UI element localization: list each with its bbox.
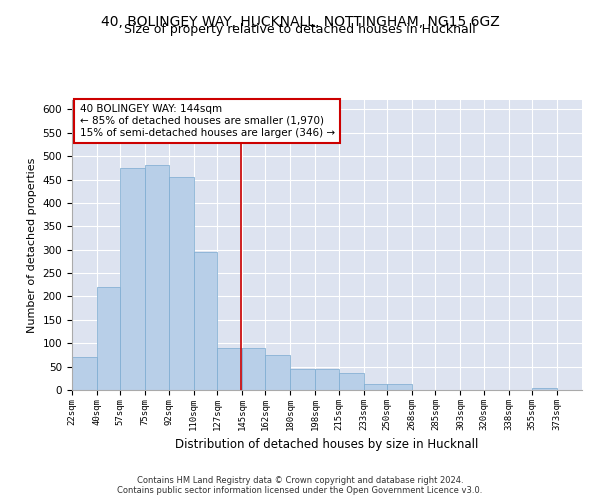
Bar bbox=[121, 168, 145, 390]
Text: Size of property relative to detached houses in Hucknall: Size of property relative to detached ho… bbox=[124, 22, 476, 36]
Bar bbox=[387, 384, 412, 390]
X-axis label: Distribution of detached houses by size in Hucknall: Distribution of detached houses by size … bbox=[175, 438, 479, 451]
Text: 40 BOLINGEY WAY: 144sqm
← 85% of detached houses are smaller (1,970)
15% of semi: 40 BOLINGEY WAY: 144sqm ← 85% of detache… bbox=[80, 104, 335, 138]
Bar bbox=[290, 369, 315, 390]
Text: Contains HM Land Registry data © Crown copyright and database right 2024.
Contai: Contains HM Land Registry data © Crown c… bbox=[118, 476, 482, 495]
Bar bbox=[217, 348, 242, 390]
Y-axis label: Number of detached properties: Number of detached properties bbox=[27, 158, 37, 332]
Bar bbox=[194, 252, 217, 390]
Bar bbox=[532, 388, 557, 390]
Bar bbox=[72, 358, 97, 390]
Bar bbox=[339, 372, 364, 390]
Bar bbox=[315, 369, 339, 390]
Bar bbox=[364, 384, 387, 390]
Text: 40, BOLINGEY WAY, HUCKNALL, NOTTINGHAM, NG15 6GZ: 40, BOLINGEY WAY, HUCKNALL, NOTTINGHAM, … bbox=[101, 15, 499, 29]
Bar bbox=[97, 287, 121, 390]
Bar bbox=[145, 166, 169, 390]
Bar bbox=[265, 355, 290, 390]
Bar bbox=[242, 348, 265, 390]
Bar bbox=[169, 177, 194, 390]
